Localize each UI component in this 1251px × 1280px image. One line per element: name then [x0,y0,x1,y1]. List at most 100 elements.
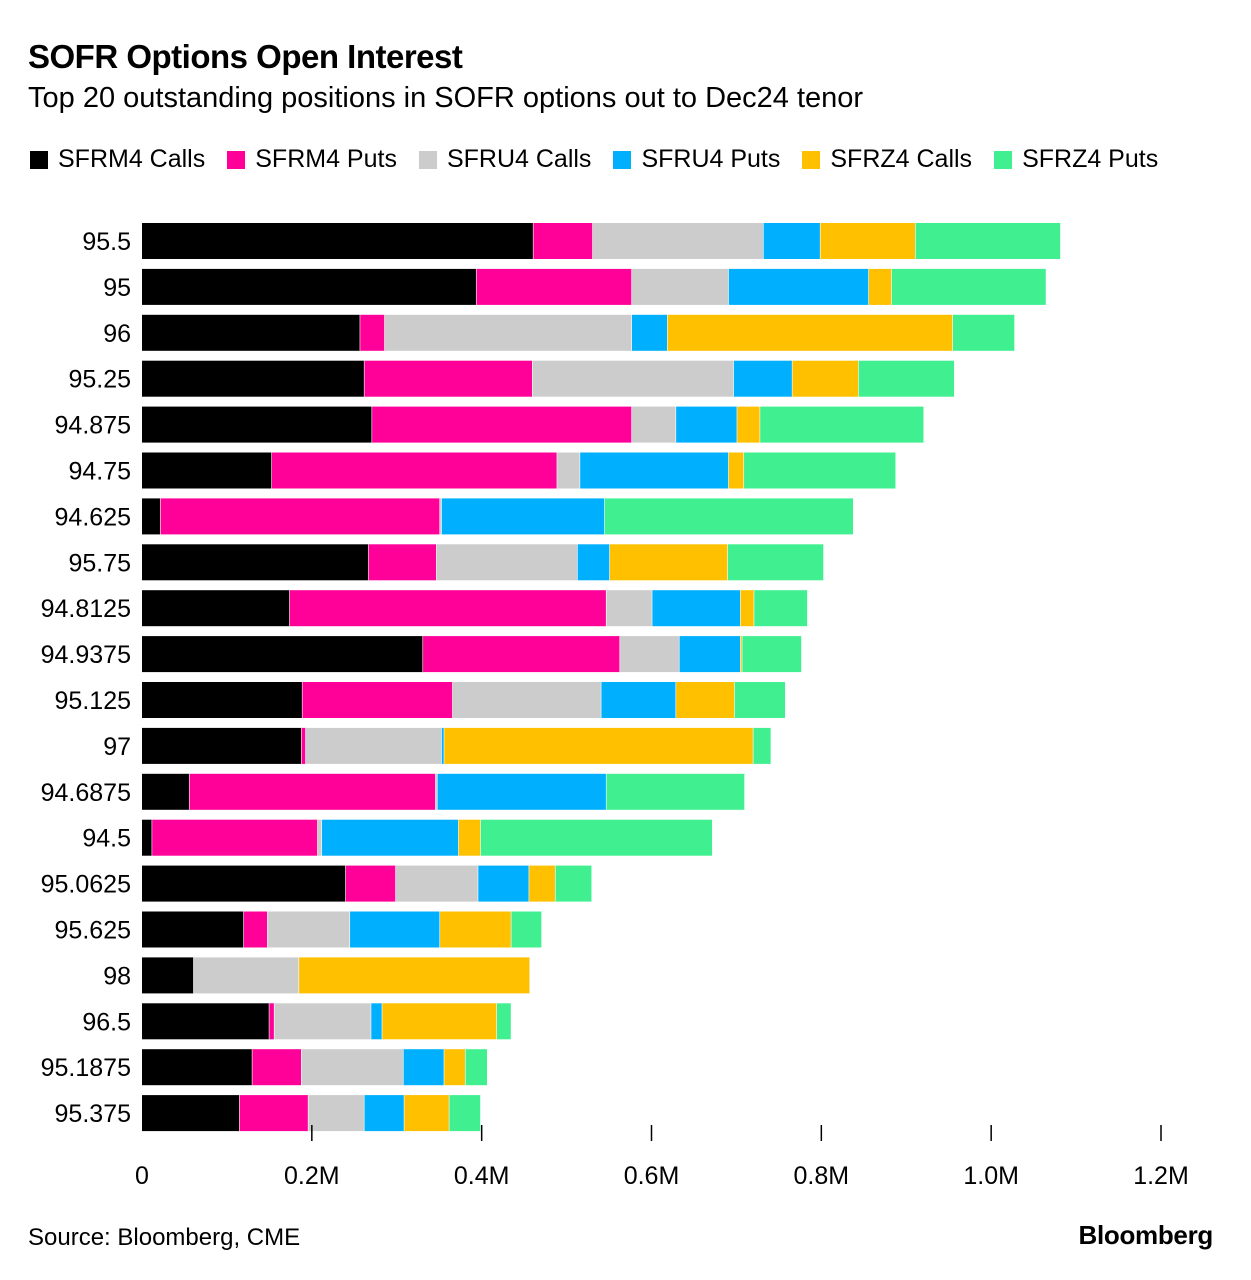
category-label: 95.0625 [41,871,131,899]
bar-segment [142,819,153,856]
bar-segment [299,957,531,994]
bar-segment [142,865,346,902]
category-label: 94.9375 [41,641,131,669]
bar-segment [676,682,735,718]
category-label: 98 [103,962,131,990]
bar-segment [142,268,477,305]
source-note: Source: Bloomberg, CME [28,1224,301,1251]
category-label: 94.6875 [41,779,131,807]
bar-segment [532,360,734,397]
brand-logo: Bloomberg [1078,1220,1213,1250]
bar-segment [952,314,1015,351]
bar-segment [620,636,680,673]
bar-segment [606,590,653,627]
bar-segment [384,314,632,351]
chart-subtitle: Top 20 outstanding positions in SOFR opt… [28,82,864,114]
bar-segment [555,865,593,902]
legend-swatch [418,151,437,169]
bar-segment [142,590,290,627]
bar-segment [733,360,793,397]
bar-segment [529,865,556,902]
bar-segment [604,498,854,535]
bar-segment [142,360,365,397]
bar-segment [189,773,436,810]
bar-segment [734,682,786,718]
bar-segment [382,1003,497,1040]
bar-segment [269,1003,275,1040]
bar-segment [458,819,481,856]
bar-segment [727,544,824,581]
legend-swatch [30,151,48,169]
bar-segment [142,1095,240,1132]
bar-segment [606,773,745,810]
bar-segment [760,406,925,443]
bar-segment [820,223,916,259]
category-label: 96 [103,320,131,348]
legend-item: SFRZ4 Calls [802,142,972,177]
bar-segment [754,590,808,627]
legend-item: SFRM4 Puts [227,142,397,177]
bar-segment [267,911,351,948]
category-label: 95.1875 [41,1054,131,1082]
bar-segment [274,1003,372,1040]
x-tick-label: 1.0M [963,1162,1019,1190]
bar-segment [142,911,244,948]
bar-segment [753,727,772,764]
legend-swatch [994,151,1013,169]
bar-segment [868,268,892,305]
category-label: 95.75 [68,549,131,577]
bar-segment [742,636,802,673]
bar-segment [404,1095,450,1132]
bar-segment [533,223,593,259]
bar-segment [243,911,268,948]
bar-segment [142,406,373,443]
bar-segment [372,406,632,443]
bar-segment [142,1003,270,1040]
bar-segment [160,498,441,535]
x-tick-label: 0.2M [284,1162,340,1190]
bar-segment [652,590,741,627]
x-tick-label: 0.4M [454,1162,510,1190]
bar-segment [744,452,897,489]
legend-item: SFRU4 Puts [613,142,780,177]
bar-segment [444,727,754,764]
bar-segment [440,498,442,535]
category-label: 95.5 [82,228,131,256]
bar-segment [465,1049,488,1086]
bar-segment [142,636,424,673]
bar-segment [435,773,438,810]
bar-segment [609,544,728,581]
bar-segment [740,636,743,673]
bar-segment [364,360,533,397]
x-tick-label: 0.8M [794,1162,850,1190]
bar-segment [679,636,741,673]
bar-segment [631,314,668,351]
bar-segment [737,406,761,443]
bar-segment [449,1095,481,1132]
category-label: 94.8125 [41,595,131,623]
legend-item: SFRM4 Calls [30,142,205,177]
bar-segment [360,314,385,351]
category-label: 96.5 [82,1008,131,1036]
bar-segment [368,544,437,581]
category-label: 95.25 [68,366,131,394]
bar-segment [480,819,713,856]
category-label: 95.125 [55,687,131,715]
bar-segment [740,590,755,627]
bar-segment [858,360,955,397]
bar-segment [444,1049,466,1086]
bar-segment [142,1049,253,1086]
category-label: 95.375 [55,1100,131,1128]
bar-segment [345,865,396,902]
legend-label: SFRZ4 Calls [830,145,973,173]
legend: SFRM4 Calls SFRM4 Puts SFRU4 Calls SFRU4 Pu… [30,142,1210,177]
x-tick-label: 0 [135,1162,149,1190]
bar-segment [239,1095,309,1132]
bar-segment [557,452,581,489]
bar-segment [631,268,729,305]
bar-segment [891,268,1047,305]
bar-segment [667,314,953,351]
category-label: 97 [103,733,131,761]
legend-swatch [802,151,821,169]
